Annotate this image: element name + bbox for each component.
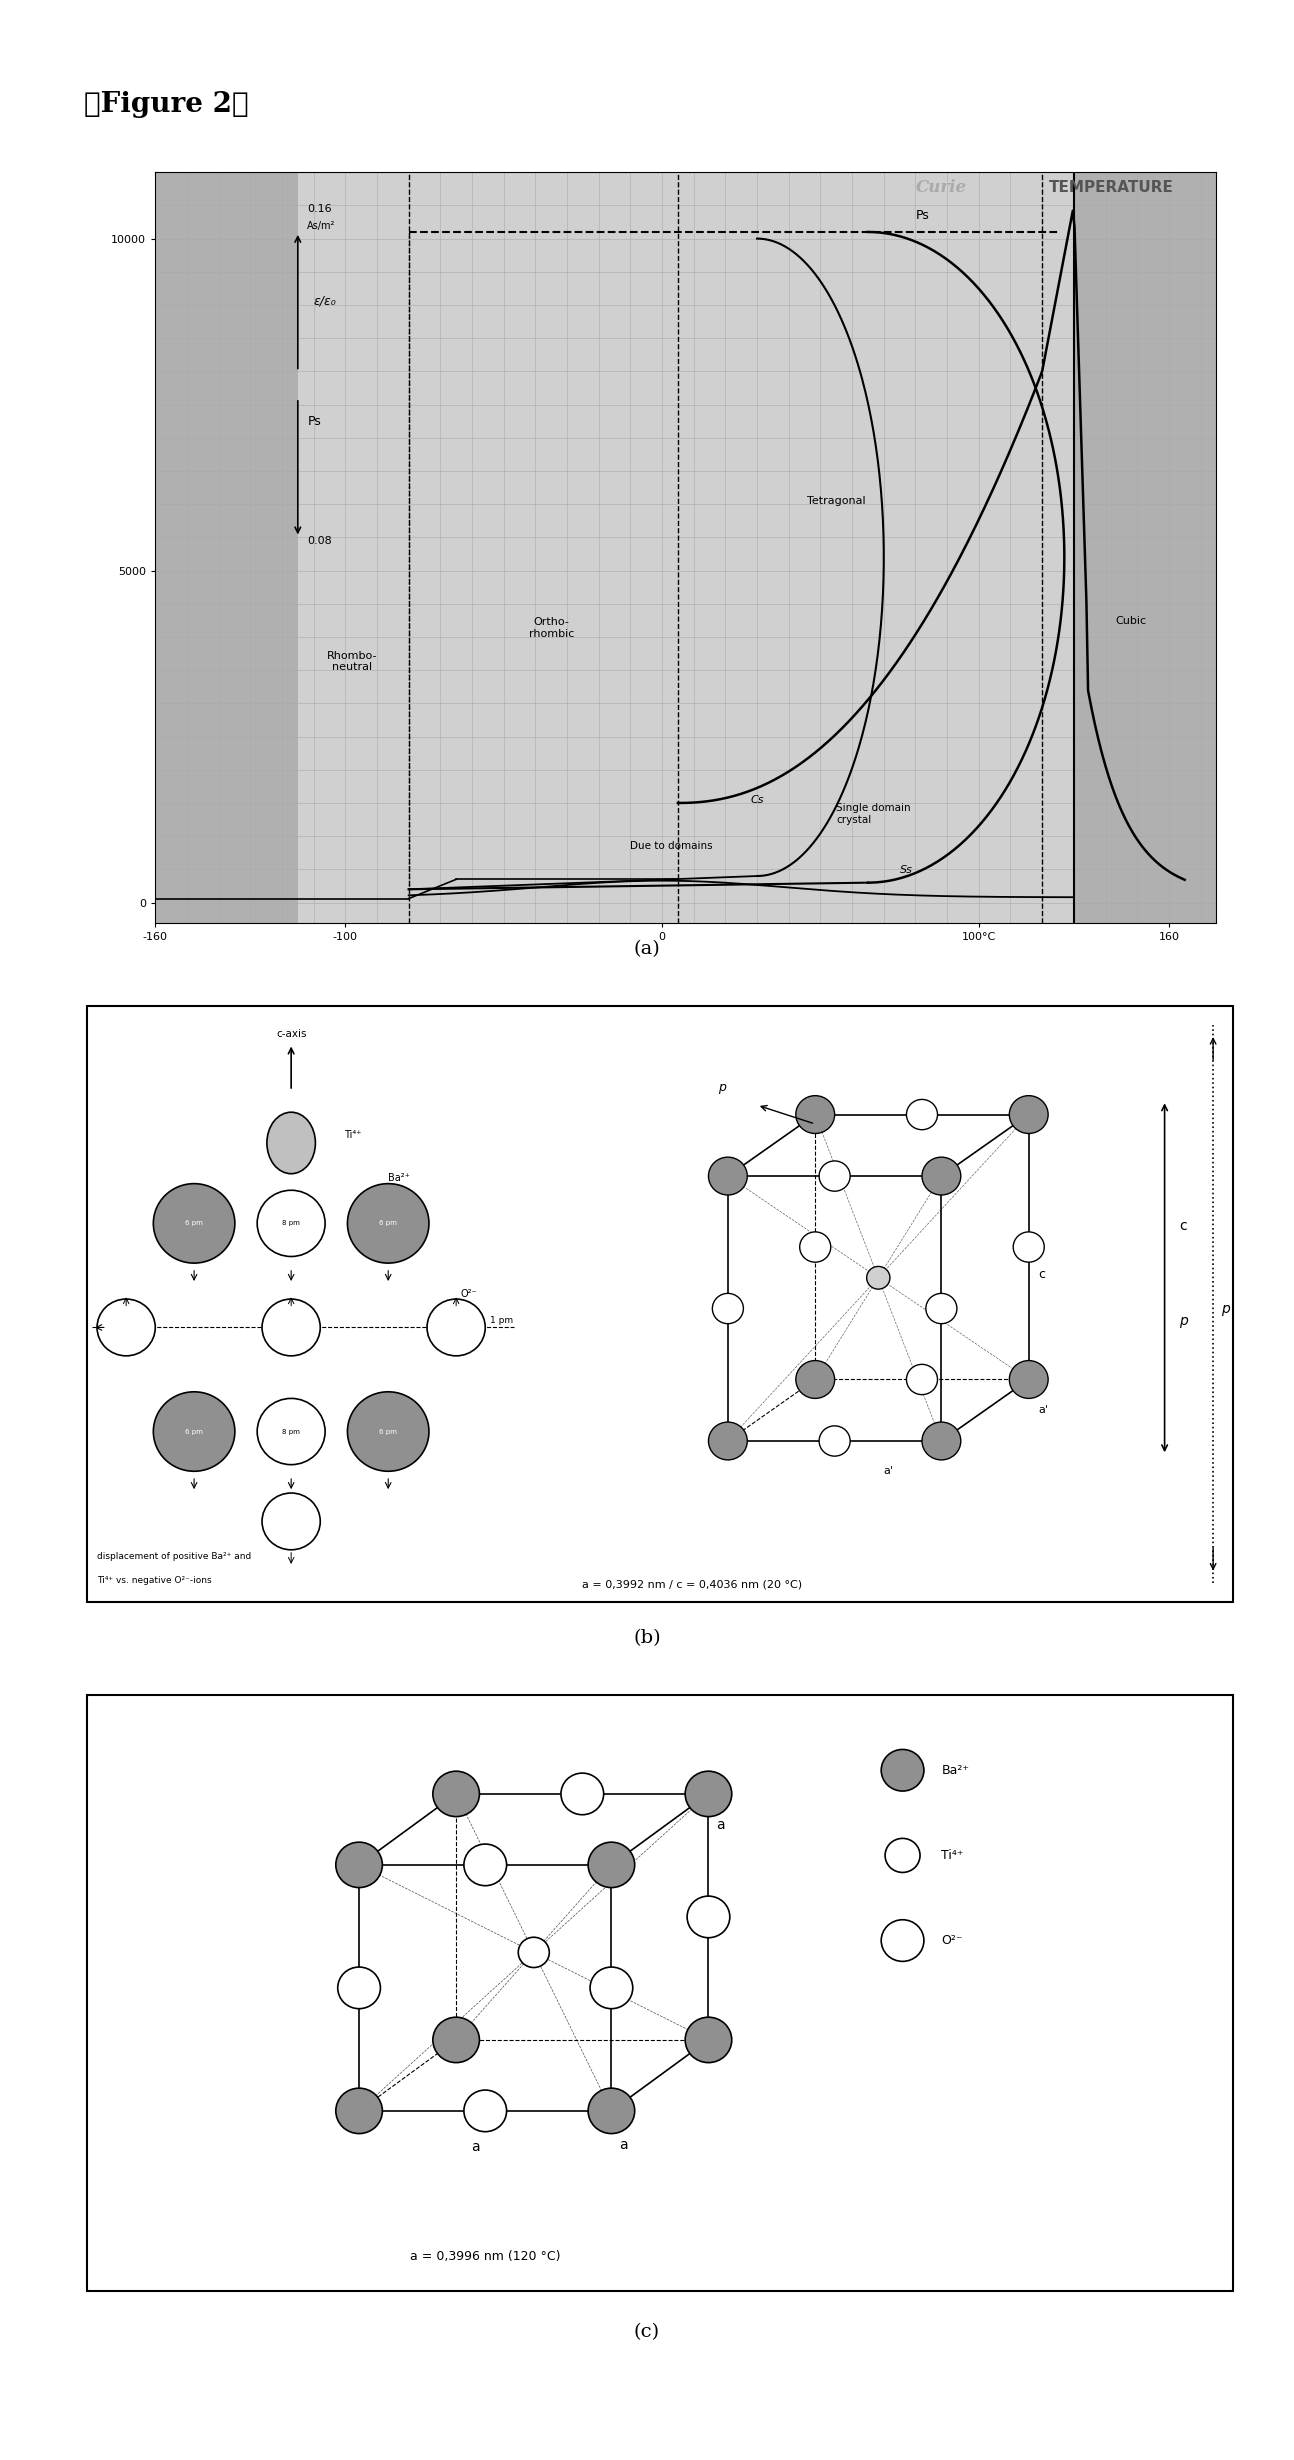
Text: c: c [1038, 1267, 1046, 1282]
Circle shape [258, 1191, 325, 1257]
Text: a: a [716, 1818, 725, 1833]
Text: 《Figure 2》: 《Figure 2》 [84, 91, 248, 118]
Circle shape [347, 1392, 428, 1471]
Text: (a): (a) [634, 940, 660, 959]
Text: ε/ε₀: ε/ε₀ [313, 295, 336, 308]
Text: Due to domains: Due to domains [630, 841, 713, 851]
Circle shape [518, 1938, 549, 1968]
Circle shape [800, 1232, 831, 1262]
Circle shape [258, 1397, 325, 1464]
Text: 6 pm: 6 pm [379, 1220, 397, 1228]
Text: c-axis: c-axis [276, 1028, 307, 1038]
Circle shape [338, 1968, 380, 2010]
Text: (c): (c) [634, 2322, 660, 2342]
Text: 6 pm: 6 pm [185, 1429, 203, 1434]
Text: Ti⁴⁺: Ti⁴⁺ [344, 1129, 362, 1141]
Circle shape [796, 1360, 835, 1397]
Text: Ps: Ps [915, 209, 929, 221]
Circle shape [427, 1299, 485, 1355]
Text: TEMPERATURE: TEMPERATURE [1048, 180, 1174, 194]
Bar [1074, 172, 1216, 922]
Text: a: a [471, 2140, 480, 2152]
Text: Ps: Ps [307, 416, 321, 428]
Bar [298, 172, 1074, 922]
Circle shape [432, 1771, 479, 1815]
Circle shape [560, 1774, 603, 1815]
Text: (b): (b) [633, 1629, 661, 1648]
Text: Single domain
crystal: Single domain crystal [836, 804, 911, 824]
Circle shape [906, 1100, 937, 1129]
Circle shape [867, 1267, 890, 1289]
Circle shape [463, 1845, 506, 1887]
Circle shape [881, 1749, 924, 1791]
Circle shape [687, 1897, 730, 1938]
Circle shape [153, 1183, 234, 1262]
Circle shape [708, 1156, 747, 1196]
Ellipse shape [267, 1112, 316, 1173]
Text: Cs: Cs [751, 795, 765, 804]
Text: 6 pm: 6 pm [379, 1429, 397, 1434]
Text: Ortho-
rhombic: Ortho- rhombic [528, 617, 575, 640]
Text: Rhombo-
neutral: Rhombo- neutral [326, 649, 377, 672]
Text: Cubic: Cubic [1115, 615, 1146, 625]
Text: Ba²⁺: Ba²⁺ [388, 1173, 410, 1183]
Circle shape [97, 1299, 155, 1355]
Text: 6 pm: 6 pm [185, 1220, 203, 1228]
Text: As/m²: As/m² [307, 221, 335, 231]
Circle shape [885, 1838, 920, 1872]
Text: p: p [1220, 1301, 1229, 1316]
Circle shape [261, 1493, 321, 1550]
Circle shape [819, 1161, 850, 1191]
Text: 0.16: 0.16 [307, 204, 333, 214]
Circle shape [153, 1392, 234, 1471]
Circle shape [921, 1422, 960, 1459]
Text: Ss: Ss [899, 866, 912, 876]
Circle shape [906, 1365, 937, 1395]
Circle shape [347, 1183, 428, 1262]
Text: Curie: Curie [915, 180, 967, 197]
Circle shape [587, 2089, 634, 2133]
Circle shape [336, 2089, 383, 2133]
Text: a': a' [883, 1466, 893, 1476]
Circle shape [1013, 1232, 1044, 1262]
Circle shape [796, 1095, 835, 1134]
Circle shape [921, 1156, 960, 1196]
Text: p: p [718, 1080, 726, 1095]
Text: O²⁻: O²⁻ [941, 1934, 963, 1946]
Text: a = 0,3992 nm / c = 0,4036 nm (20 °C): a = 0,3992 nm / c = 0,4036 nm (20 °C) [582, 1579, 802, 1589]
Text: Ti⁴⁺: Ti⁴⁺ [941, 1850, 964, 1862]
Circle shape [712, 1294, 743, 1323]
Text: Tetragonal: Tetragonal [807, 497, 866, 507]
Circle shape [1009, 1360, 1048, 1397]
Circle shape [336, 1843, 383, 1887]
Text: c: c [1179, 1220, 1187, 1232]
Circle shape [463, 2091, 506, 2133]
Circle shape [881, 1919, 924, 1961]
Circle shape [432, 2017, 479, 2061]
Text: a = 0,3996 nm (120 °C): a = 0,3996 nm (120 °C) [410, 2251, 560, 2263]
Circle shape [590, 1968, 633, 2010]
Bar [155, 172, 298, 922]
Text: a': a' [1038, 1405, 1048, 1414]
Text: p: p [1179, 1314, 1188, 1328]
Text: O²⁻: O²⁻ [461, 1289, 477, 1299]
Text: 1 pm: 1 pm [490, 1316, 514, 1326]
Text: 0.08: 0.08 [307, 536, 333, 546]
Circle shape [1009, 1095, 1048, 1134]
Text: 8 pm: 8 pm [282, 1429, 300, 1434]
Circle shape [261, 1299, 321, 1355]
Text: Ba²⁺: Ba²⁺ [941, 1764, 969, 1776]
Text: displacement of positive Ba²⁺ and: displacement of positive Ba²⁺ and [97, 1552, 251, 1562]
Text: Ti⁴⁺ vs. negative O²⁻-ions: Ti⁴⁺ vs. negative O²⁻-ions [97, 1577, 212, 1584]
Circle shape [925, 1294, 956, 1323]
Text: a: a [619, 2138, 628, 2152]
Circle shape [685, 1771, 732, 1815]
Circle shape [685, 2017, 732, 2061]
Text: 8 pm: 8 pm [282, 1220, 300, 1228]
Circle shape [708, 1422, 747, 1459]
Circle shape [819, 1427, 850, 1456]
Circle shape [587, 1843, 634, 1887]
